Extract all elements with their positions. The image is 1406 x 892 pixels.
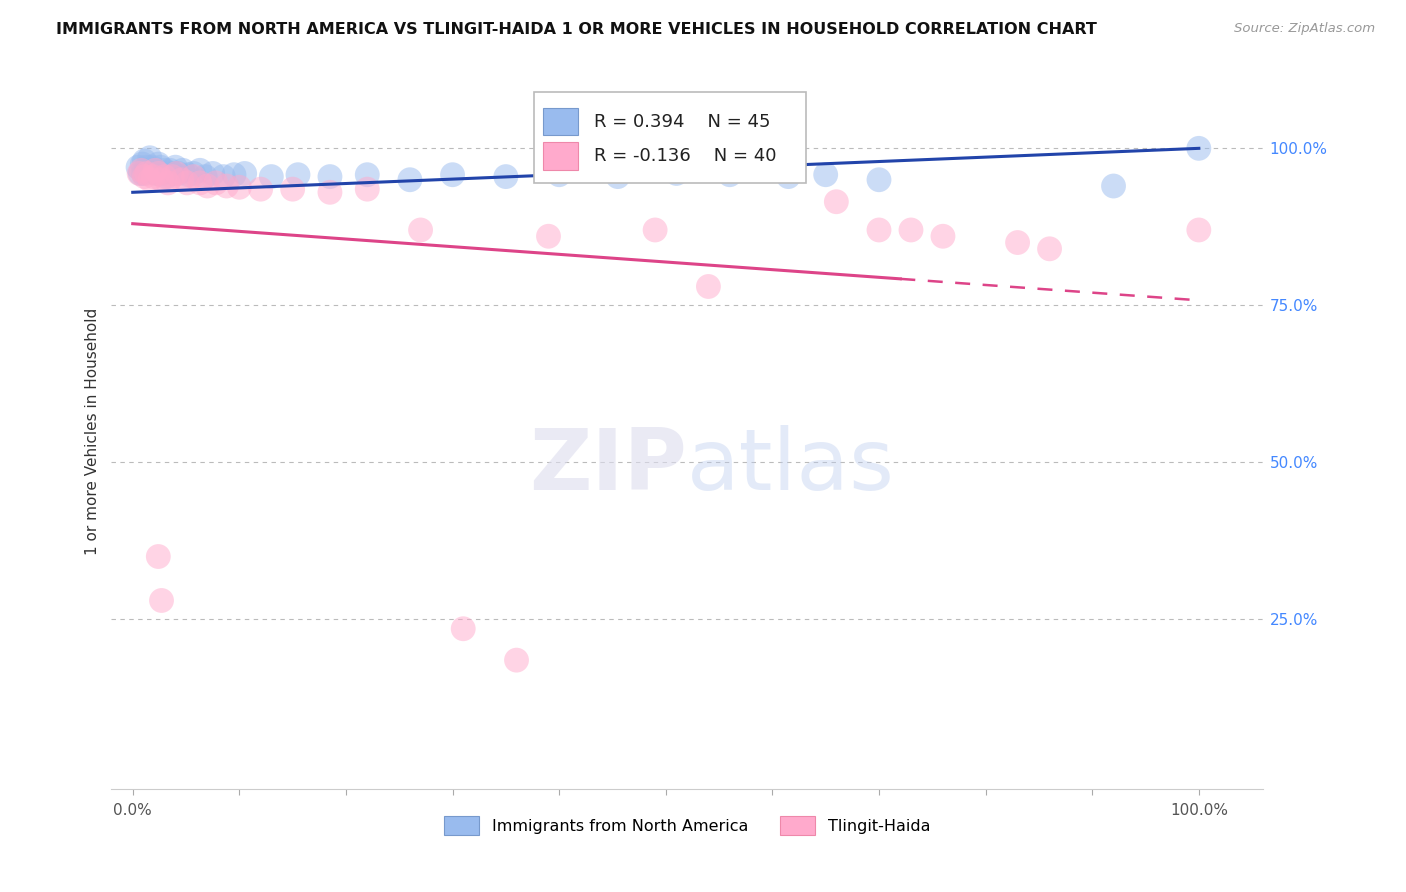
Point xyxy=(128,166,150,180)
Point xyxy=(451,622,474,636)
Point xyxy=(195,179,218,194)
Point xyxy=(148,549,170,564)
Point xyxy=(129,166,152,180)
Point xyxy=(139,172,162,186)
Point xyxy=(814,168,837,182)
Point xyxy=(215,179,238,194)
Point xyxy=(205,176,228,190)
Point xyxy=(152,166,174,180)
Point xyxy=(145,166,167,180)
Point xyxy=(150,593,173,607)
Point xyxy=(162,166,184,180)
Point xyxy=(932,229,955,244)
Point xyxy=(134,169,156,184)
Point xyxy=(183,169,205,184)
Point xyxy=(1102,179,1125,194)
Point xyxy=(319,169,342,184)
Point xyxy=(1007,235,1029,250)
Point xyxy=(165,160,187,174)
Point xyxy=(356,168,378,182)
Point xyxy=(778,169,800,184)
Point xyxy=(441,168,464,182)
Text: IMMIGRANTS FROM NORTH AMERICA VS TLINGIT-HAIDA 1 OR MORE VEHICLES IN HOUSEHOLD C: IMMIGRANTS FROM NORTH AMERICA VS TLINGIT… xyxy=(56,22,1097,37)
Point xyxy=(183,166,205,180)
Point xyxy=(868,223,890,237)
Point xyxy=(131,157,153,171)
Point xyxy=(167,166,190,180)
Point xyxy=(127,160,149,174)
Point xyxy=(132,166,155,180)
Point xyxy=(718,168,741,182)
Point xyxy=(170,172,193,186)
Point xyxy=(159,163,181,178)
Bar xyxy=(543,143,578,169)
Point xyxy=(249,182,271,196)
Point xyxy=(644,223,666,237)
Point xyxy=(165,166,187,180)
Point xyxy=(281,182,304,196)
Point xyxy=(260,169,283,184)
Point xyxy=(143,163,166,178)
Point xyxy=(156,176,179,190)
Point xyxy=(148,166,170,180)
Point xyxy=(825,194,848,209)
Point xyxy=(129,163,152,178)
Point xyxy=(194,169,217,184)
Point xyxy=(537,229,560,244)
Point xyxy=(233,166,256,180)
Point xyxy=(149,160,172,174)
Point xyxy=(188,163,211,178)
Point xyxy=(548,168,571,182)
Point xyxy=(212,169,235,184)
Point xyxy=(665,166,688,180)
Bar xyxy=(543,108,578,136)
Point xyxy=(176,176,198,190)
Point xyxy=(150,172,173,186)
Y-axis label: 1 or more Vehicles in Household: 1 or more Vehicles in Household xyxy=(86,308,100,555)
Point xyxy=(900,223,922,237)
Point xyxy=(153,163,176,178)
Point xyxy=(156,169,179,184)
Point xyxy=(228,180,250,194)
Point xyxy=(409,223,432,237)
Point xyxy=(606,169,628,184)
Point xyxy=(143,163,166,178)
Point xyxy=(135,160,157,174)
Text: Source: ZipAtlas.com: Source: ZipAtlas.com xyxy=(1234,22,1375,36)
Point xyxy=(141,160,163,174)
Point xyxy=(505,653,527,667)
Point xyxy=(399,172,422,186)
FancyBboxPatch shape xyxy=(534,92,806,183)
Point xyxy=(142,169,165,184)
Point xyxy=(868,172,890,186)
Point xyxy=(1038,242,1060,256)
Point xyxy=(1188,223,1211,237)
Point xyxy=(1188,141,1211,155)
Point xyxy=(153,169,176,184)
Point xyxy=(287,168,309,182)
Text: atlas: atlas xyxy=(688,425,896,508)
Point xyxy=(495,169,517,184)
Point xyxy=(697,279,720,293)
Point xyxy=(148,157,170,171)
Point xyxy=(356,182,378,196)
Legend: Immigrants from North America, Tlingit-Haida: Immigrants from North America, Tlingit-H… xyxy=(444,816,931,835)
Point xyxy=(177,168,200,182)
Text: ZIP: ZIP xyxy=(529,425,688,508)
Point xyxy=(172,163,194,178)
Text: R = -0.136    N = 40: R = -0.136 N = 40 xyxy=(593,147,776,165)
Text: R = 0.394    N = 45: R = 0.394 N = 45 xyxy=(593,112,770,130)
Point xyxy=(319,186,342,200)
Point xyxy=(160,169,183,184)
Point xyxy=(201,166,224,180)
Point xyxy=(222,168,245,182)
Point xyxy=(134,153,156,168)
Point xyxy=(139,151,162,165)
Point xyxy=(138,163,160,178)
Point xyxy=(135,166,157,180)
Point xyxy=(188,176,211,190)
